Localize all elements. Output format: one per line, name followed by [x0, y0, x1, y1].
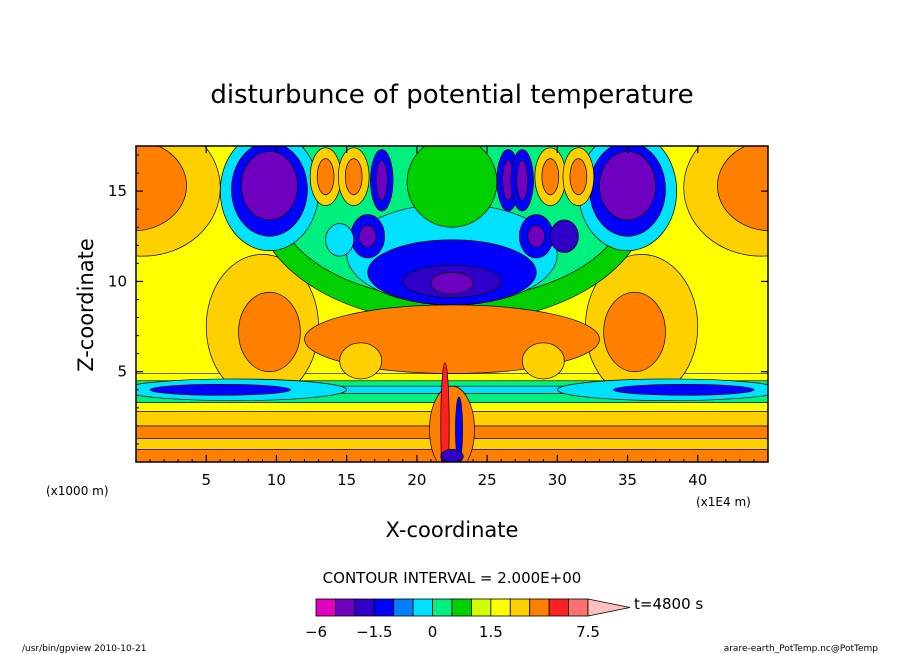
colorbar-label: 0 [428, 623, 438, 641]
colorbar-segment [432, 598, 453, 617]
right-corner-inner [717, 146, 768, 232]
colorbar-segment [548, 598, 569, 617]
chart-title: disturbunce of potential temperature [210, 80, 693, 110]
plot-area [136, 146, 768, 462]
colorbar-label: 1.5 [479, 623, 503, 641]
footer-right: arare-earth_PotTemp.nc@PotTemp [724, 644, 879, 654]
low-blue-right-core [613, 384, 755, 396]
y-tick-label: 10 [108, 272, 127, 290]
left-vortex-core [240, 151, 298, 221]
upper-column-inner-2 [541, 158, 560, 196]
right-vortex-core [599, 151, 656, 221]
plot-frame [135, 145, 769, 463]
center-top-green [406, 146, 498, 228]
y-tick-label: 15 [108, 182, 127, 200]
small-vortex-r-core [527, 225, 546, 248]
small-vortex-r2 [549, 219, 579, 253]
y-axis-ticks: 5 10 15 [108, 154, 768, 445]
colorbar-segment [451, 598, 472, 617]
x-axis-label: X-coordinate [386, 518, 519, 542]
colorbar-segment [354, 598, 375, 617]
colorbar-segment [529, 598, 550, 617]
colorbar-segment [335, 598, 356, 617]
contour-interval-text: CONTOUR INTERVAL = 2.000E+00 [323, 569, 582, 587]
footer-left: /usr/bin/gpview 2010-10-21 [22, 644, 146, 654]
surface-jet-red [440, 362, 450, 462]
colorbar-segment [393, 598, 414, 617]
x-tick-label: 30 [548, 471, 567, 489]
x-tick-label: 15 [337, 471, 356, 489]
x-axis-ticks: 5 10 15 20 25 30 35 40 [149, 146, 755, 489]
colorbar-label: −1.5 [356, 623, 392, 641]
low-blue-left-core [149, 384, 291, 396]
x-tick-label: 25 [478, 471, 497, 489]
colorbar-segment [568, 598, 589, 617]
small-vortex-l-core [358, 225, 377, 248]
left-mid-inner [238, 291, 301, 373]
small-vortex-l2 [325, 223, 355, 257]
x-tick-label: 10 [267, 471, 286, 489]
lower-left-bump [339, 342, 383, 380]
upper-narrow-core-0 [375, 160, 388, 201]
colorbar-label: −6 [305, 623, 327, 641]
time-label: t=4800 s [634, 595, 703, 613]
y-tick-label: 5 [117, 363, 127, 381]
colorbar-overflow-triangle [587, 598, 631, 617]
center-bowl-core [430, 272, 474, 295]
left-corner-inner [136, 146, 187, 232]
colorbar-segment [315, 598, 336, 617]
x-tick-label: 20 [407, 471, 426, 489]
upper-column-inner-3 [569, 158, 588, 196]
colorbar [315, 598, 631, 617]
x-tick-label: 40 [688, 471, 707, 489]
y-unit-label: (x1000 m) [46, 484, 109, 498]
y-axis-label: Z-coordinate [74, 238, 98, 372]
colorbar-label: 7.5 [576, 623, 600, 641]
upper-column-inner-0 [316, 158, 335, 196]
x-tick-label: 35 [618, 471, 637, 489]
colorbar-segment [471, 598, 492, 617]
x-unit-label: (x1E4 m) [696, 495, 751, 509]
upper-column-inner-1 [344, 158, 363, 196]
right-mid-inner [603, 291, 666, 373]
lower-right-bump [521, 342, 565, 380]
colorbar-labels: −6 −1.5 0 1.5 7.5 [305, 623, 600, 641]
colorbar-segment [509, 598, 531, 617]
colorbar-segment [373, 598, 395, 617]
surface-jet-base [440, 449, 464, 462]
colorbar-segment [490, 598, 511, 617]
x-tick-label: 5 [201, 471, 211, 489]
colorbar-segment [412, 598, 433, 617]
upper-narrow-core-2 [516, 160, 529, 201]
